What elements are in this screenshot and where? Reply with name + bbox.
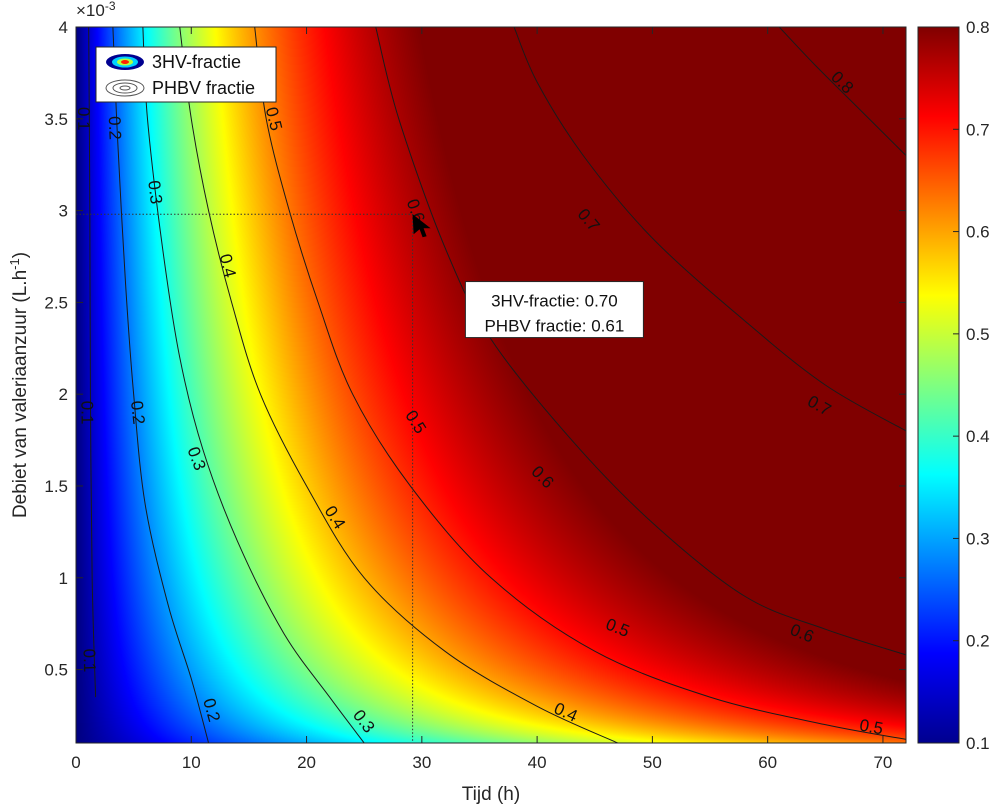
heatmap-field	[76, 27, 906, 743]
x-tick-label: 60	[758, 753, 777, 772]
x-tick-label: 10	[182, 753, 201, 772]
datatip-box: 3HV-fractie: 0.70 PHBV fractie: 0.61	[464, 281, 644, 339]
legend-entry-3hv: 3HV-fractie	[152, 52, 241, 72]
colorbar-tick-label: 0.3	[966, 529, 990, 548]
contour-label-0.1: 0.1	[77, 401, 96, 425]
x-tick-label: 20	[297, 753, 316, 772]
datatip-line-2: PHBV fractie: 0.61	[484, 317, 624, 336]
datatip-background	[464, 281, 644, 339]
colorbar-tick-label: 0.5	[966, 325, 990, 344]
y-axis-title: Debiet van valeriaanzuur (L.h-1)	[7, 252, 31, 518]
datatip-marker	[412, 214, 431, 238]
colorbar-tick-label: 0.7	[966, 120, 990, 139]
contour-line-0.3	[142, 27, 365, 743]
colorbar-tick-label: 0.2	[966, 632, 990, 651]
x-tick-label: 0	[71, 753, 80, 772]
x-axis-title: Tijd (h)	[462, 784, 520, 805]
colorbar-ticks: 0.1 0.2 0.3 0.4 0.5 0.6 0.7 0.8	[953, 18, 990, 753]
contour-label-0.1: 0.1	[74, 107, 93, 131]
y-tick-label: 4	[59, 18, 68, 37]
datatip-line-1: 3HV-fractie: 0.70	[491, 292, 618, 311]
contour-label-0.5: 0.5	[858, 716, 885, 739]
colorbar-tick-label: 0.4	[966, 427, 990, 446]
y-tick-label: 2	[59, 385, 68, 404]
colorbar-tick-label: 0.6	[966, 223, 990, 242]
contour-line-0.5	[254, 27, 906, 740]
legend-entry-phbv: PHBV fractie	[152, 78, 255, 98]
y-tick-label: 3.5	[44, 110, 68, 129]
pointer-arrow-icon	[412, 214, 431, 238]
crosshair-lines	[76, 213, 414, 743]
contour-label-0.1: 0.1	[79, 648, 99, 672]
contour-line-0.2	[112, 27, 210, 743]
contour-line-0.8	[778, 27, 906, 156]
heatmap-canvas	[76, 27, 906, 743]
contour-label-0.3: 0.3	[144, 179, 166, 205]
x-tick-label: 70	[873, 753, 892, 772]
colorbar	[917, 26, 960, 744]
contour-line-0.4	[179, 27, 619, 743]
y-tick-label: 3	[59, 202, 68, 221]
colorbar-tick-label: 0.8	[966, 18, 990, 37]
contour-lines	[88, 27, 906, 743]
y-tick-label: 1.5	[44, 477, 68, 496]
y-tick-label: 2.5	[44, 293, 68, 312]
contour-line-0.7	[513, 27, 906, 432]
y-tick-label: 0.5	[44, 661, 68, 680]
x-tick-label: 50	[643, 753, 662, 772]
contour-label-0.2: 0.2	[105, 116, 125, 140]
contour-line-0.6	[375, 27, 906, 656]
x-tick-label: 30	[412, 753, 431, 772]
contour-label-0.2: 0.2	[127, 400, 148, 425]
legend-swatch-3hv-icon	[106, 54, 144, 70]
plot-frame	[75, 26, 907, 744]
x-axis-ticks: 0 10 20 30 40 50 60 70	[71, 27, 892, 772]
x-tick-label: 40	[528, 753, 547, 772]
y-axis-ticks: 0.5 1 1.5 2 2.5 3 3.5 4	[44, 18, 906, 680]
legend-swatch-phbv-icon	[105, 79, 145, 97]
legend: 3HV-fractie PHBV fractie	[95, 46, 277, 103]
y-exponent: ×10-3	[76, 0, 116, 20]
contour-line-0.1	[88, 27, 97, 698]
colorbar-tick-label: 0.1	[966, 734, 990, 753]
y-tick-label: 1	[59, 569, 68, 588]
